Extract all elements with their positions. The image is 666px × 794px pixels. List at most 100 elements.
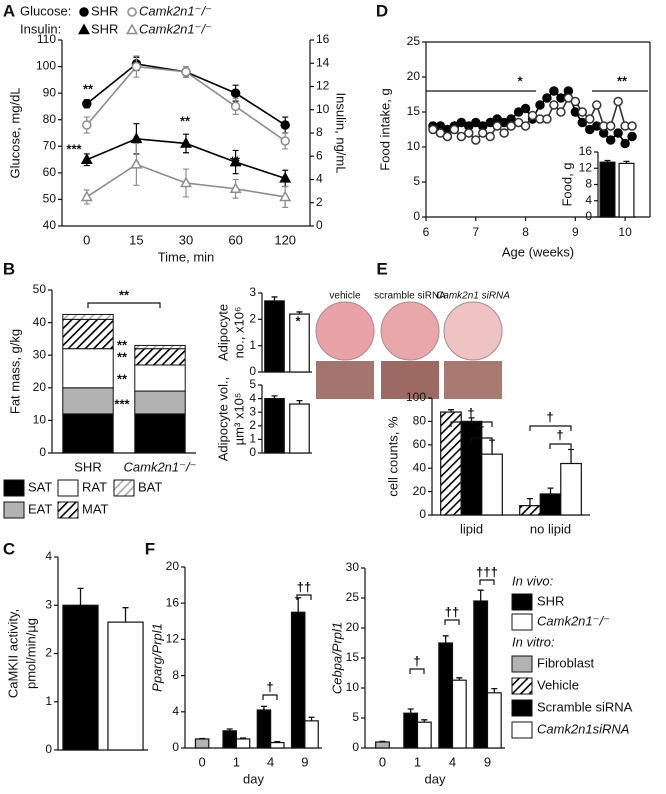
- marker: [613, 128, 623, 138]
- error-bar: [271, 395, 278, 399]
- y-tick-label: 30: [33, 347, 47, 361]
- y2-tick-label: 8: [316, 125, 323, 139]
- legend-swatch: [511, 593, 533, 611]
- y-tick-label: 110: [37, 32, 56, 46]
- legend-swatch: [511, 721, 533, 739]
- x-tick-label: 15: [129, 232, 143, 247]
- photo-label: scramble siRNA: [374, 291, 446, 302]
- legend-swatch: [511, 655, 533, 673]
- y-tick-label: 100: [406, 390, 426, 404]
- y-tick-label: 20: [166, 559, 180, 573]
- y-axis-title: Pparg/Prpl1: [149, 623, 164, 692]
- y-tick-label: 0: [352, 740, 359, 754]
- x-axis-title: Time, min: [158, 249, 215, 264]
- y-tick-label: 90: [43, 85, 57, 99]
- significance: †: [266, 679, 273, 694]
- x-tick-label: 8: [522, 225, 529, 239]
- error-bar: [456, 677, 463, 681]
- error-bar: [623, 160, 630, 164]
- culture-photos: [315, 301, 503, 399]
- y-axis-title: CaMKII activity,: [5, 609, 20, 698]
- bar: [486, 692, 502, 749]
- bar: [304, 720, 319, 749]
- legend-label: SAT: [28, 479, 52, 494]
- y-axis-title: pmol/min/µg: [23, 618, 38, 689]
- legend-swatch: [3, 501, 25, 519]
- marker: [78, 23, 90, 35]
- marker: [126, 23, 138, 35]
- y-tick-label: 3: [249, 404, 256, 418]
- bar: [194, 738, 210, 749]
- x-tick-label: 0: [379, 754, 386, 769]
- error-bar: [447, 409, 454, 413]
- y-tick-label: 1: [45, 694, 52, 708]
- marker: [613, 96, 623, 107]
- error-bar: [240, 737, 247, 739]
- bar: [264, 300, 285, 373]
- marker: [180, 176, 192, 188]
- error-bar: [379, 740, 386, 743]
- x-tick-label: no lipid: [530, 521, 571, 536]
- marker: [520, 121, 531, 131]
- dish-photo: [380, 301, 440, 361]
- marker: [627, 131, 637, 142]
- y-tick-label: 5: [352, 710, 359, 724]
- marker: [229, 182, 242, 194]
- y2-tick-label: 2: [316, 195, 323, 209]
- photo-label: vehicle: [329, 291, 361, 302]
- y-axis-title: µm³ x10⁵: [231, 393, 246, 446]
- panel-label: C: [3, 539, 15, 558]
- marker: [449, 124, 460, 135]
- y-tick-label: 40: [33, 315, 47, 329]
- significance: †: [467, 405, 474, 420]
- significance: †: [477, 421, 484, 436]
- marker: [627, 121, 637, 131]
- y-tick-label: 16: [579, 144, 593, 158]
- marker: [464, 128, 474, 138]
- y-tick-label: 4: [249, 391, 256, 405]
- legend-label: Fibroblast: [537, 655, 594, 670]
- bar: [440, 411, 462, 516]
- y-tick-label: 1: [249, 338, 256, 352]
- marker: [181, 67, 191, 77]
- y-tick-label: 3: [45, 597, 52, 611]
- marker: [80, 190, 93, 202]
- y-tick-label: 0: [249, 364, 256, 378]
- y-axis-title: Cebpa/Prpl1: [329, 622, 344, 694]
- dish-photo: [443, 301, 503, 361]
- x-axis-title: day: [425, 771, 446, 786]
- significance: ††: [445, 604, 459, 619]
- panel-label: F: [145, 539, 155, 558]
- marker: [605, 135, 616, 145]
- y-tick-label: 4: [172, 704, 179, 718]
- marker: [542, 114, 552, 124]
- significance: **: [83, 81, 94, 96]
- marker: [230, 101, 241, 112]
- y2-axis-title: Insulin, ng/mL: [334, 93, 349, 174]
- error-bar: [296, 399, 303, 405]
- y-tick-label: 70: [43, 138, 57, 152]
- bar: [264, 398, 285, 454]
- legend-label: BAT: [138, 479, 162, 494]
- marker: [542, 93, 552, 103]
- y-tick-label: 20: [346, 620, 360, 634]
- bar: [375, 741, 390, 749]
- error-bar: [477, 589, 484, 601]
- y-tick-label: 40: [43, 218, 57, 232]
- y-tick-label: 8: [172, 668, 179, 682]
- marker: [492, 121, 502, 131]
- legend-label: SHR: [91, 21, 118, 36]
- error-bar: [226, 728, 233, 731]
- y-axis-title: cell counts, %: [385, 416, 400, 497]
- significance: ***: [66, 141, 82, 156]
- bracket: [549, 443, 572, 449]
- x-tick-label: 1: [414, 754, 421, 769]
- y-tick-label: 15: [407, 104, 421, 118]
- bar: [62, 604, 99, 751]
- error-bar: [122, 607, 129, 623]
- y-tick-label: 25: [407, 34, 421, 48]
- y-tick-label: 4: [45, 549, 52, 563]
- legend-label: Camk2n1siRNA: [537, 721, 629, 736]
- bar: [599, 161, 616, 218]
- y-tick-label: 12: [579, 160, 593, 174]
